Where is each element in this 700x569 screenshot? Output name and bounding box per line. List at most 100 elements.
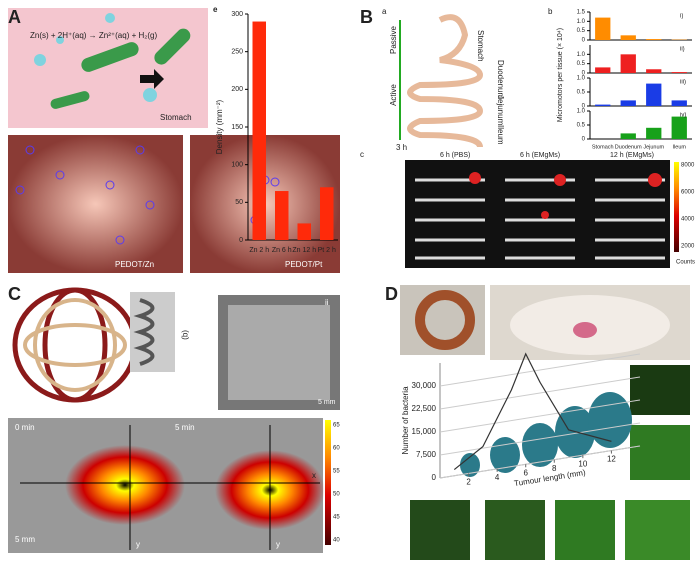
bar (672, 72, 687, 73)
x-tick-label: Ileum (673, 144, 687, 150)
scale-label: 5 mm (318, 399, 336, 406)
bar (646, 84, 661, 106)
y-tick-label: 0 (432, 473, 437, 482)
axis-label: y (276, 540, 280, 549)
organ-label: Duodenum (496, 60, 505, 99)
y-tick-label: 1.5 (577, 10, 586, 16)
phase-label: Active (389, 84, 398, 106)
sub-label: (q) (181, 330, 190, 340)
bar (275, 191, 289, 240)
bar (595, 105, 610, 106)
x-tick-label: 4 (495, 473, 500, 482)
x-tick-label: 12 (607, 455, 616, 464)
colorbar-title: Counts (676, 260, 695, 266)
y-tick-label: 1.0 (577, 19, 586, 25)
axis-label: y (136, 540, 140, 549)
bar (646, 128, 661, 139)
bar (672, 100, 687, 106)
organ-label: Ileum (496, 125, 505, 145)
x-tick-label: 10 (578, 459, 587, 468)
colorbar-label: 45 (333, 515, 340, 521)
gi-tract (410, 17, 480, 147)
y-tick-label: 22,500 (412, 404, 437, 413)
equation: Zn(s) + 2H⁺(aq) → Zn²⁺(aq) + H₂(g) (30, 31, 157, 40)
y-tick-label: 300 (231, 11, 243, 18)
y-axis-label: Density (mm⁻²) (215, 99, 224, 154)
tumour-slices (460, 392, 632, 477)
sub-label: c (360, 150, 364, 159)
y-axis-label: Micromotors per tissue (× 10⁴) (557, 28, 564, 122)
organ-label: Stomach (160, 113, 192, 122)
x-tick-label: Jejunum (643, 144, 664, 150)
x-tick-label: Duodenum (615, 144, 642, 150)
sub-label: a (382, 7, 387, 16)
x-tick-label: Zn 6 h (272, 247, 292, 254)
time-label: 3 h (396, 143, 407, 152)
y-tick-label: 0.5 (577, 90, 586, 96)
time-label: 5 min (175, 423, 195, 432)
image-label: 6 h (PBS) (440, 152, 470, 159)
y-tick-label: 1.0 (577, 76, 586, 82)
bar (595, 67, 610, 73)
sub-label: ii (325, 298, 329, 307)
colorbar-label: 55 (333, 469, 340, 475)
x-tick-label: Pt 2 h (318, 247, 336, 254)
bar (672, 117, 687, 139)
colorbar-label: 60 (333, 446, 340, 452)
tumour (573, 322, 597, 338)
y-tick-label: 15,000 (412, 427, 437, 436)
y-tick-label: 0.5 (577, 123, 586, 129)
sub-label: b (548, 7, 553, 16)
y-tick-label: 7,500 (416, 450, 437, 459)
bar (595, 18, 610, 40)
bar (646, 39, 661, 40)
bar (298, 223, 312, 240)
y-axis-label: Number of bacteria (401, 386, 410, 455)
heat-spot (65, 445, 185, 525)
y-tick-label: 100 (231, 162, 243, 169)
panel-label: A (8, 7, 21, 27)
y-tick-label: 250 (231, 49, 243, 56)
sub-label: iii) (680, 80, 686, 86)
colorbar-label: 2000 (681, 244, 695, 250)
x-tick-label: 2 (466, 478, 471, 487)
illustration (8, 8, 208, 128)
colorbar (325, 420, 331, 545)
x-tick-label: Stomach (592, 144, 614, 150)
x-tick-label: Zn 2 h (249, 247, 269, 254)
phase-label: Passive (389, 25, 398, 54)
image-label: 6 h (EMgMs) (520, 152, 560, 159)
colorbar-label: 40 (333, 538, 340, 544)
time-label: 0 min (15, 423, 35, 432)
colorbar-label: 65 (333, 423, 340, 429)
bar (253, 22, 267, 240)
panel-label: B (360, 7, 373, 27)
y-tick-label: 50 (235, 199, 243, 206)
sub-label: iv) (680, 113, 686, 119)
y-tick-label: 150 (231, 124, 243, 131)
panel-label: C (8, 284, 21, 304)
colorbar-label: 6000 (681, 190, 695, 196)
sub-label: ii) (680, 47, 685, 53)
y-tick-label: 1.0 (577, 52, 586, 58)
imaging-row (405, 160, 670, 268)
y-tick-label: 0 (582, 137, 586, 143)
organ-label: Jejunum (496, 95, 505, 126)
colorbar (674, 162, 679, 252)
bar (621, 133, 636, 139)
bar (621, 35, 636, 40)
x-tick-label: Zn 12 h (292, 247, 316, 254)
y-tick-label: 0 (582, 38, 586, 44)
image-label: 12 h (EMgMs) (610, 152, 654, 159)
y-tick-label: 30,000 (412, 381, 437, 390)
colorbar-label: 50 (333, 492, 340, 498)
colorbar-label: 4000 (681, 217, 695, 223)
image-label: PEDOT/Pt (285, 260, 323, 269)
axis-label: x (312, 471, 316, 480)
bar (320, 187, 334, 240)
scale-label: 5 mm (15, 535, 35, 544)
sub-label: i) (680, 14, 683, 20)
bar (621, 100, 636, 106)
colorbar-label: 8000 (681, 163, 695, 169)
